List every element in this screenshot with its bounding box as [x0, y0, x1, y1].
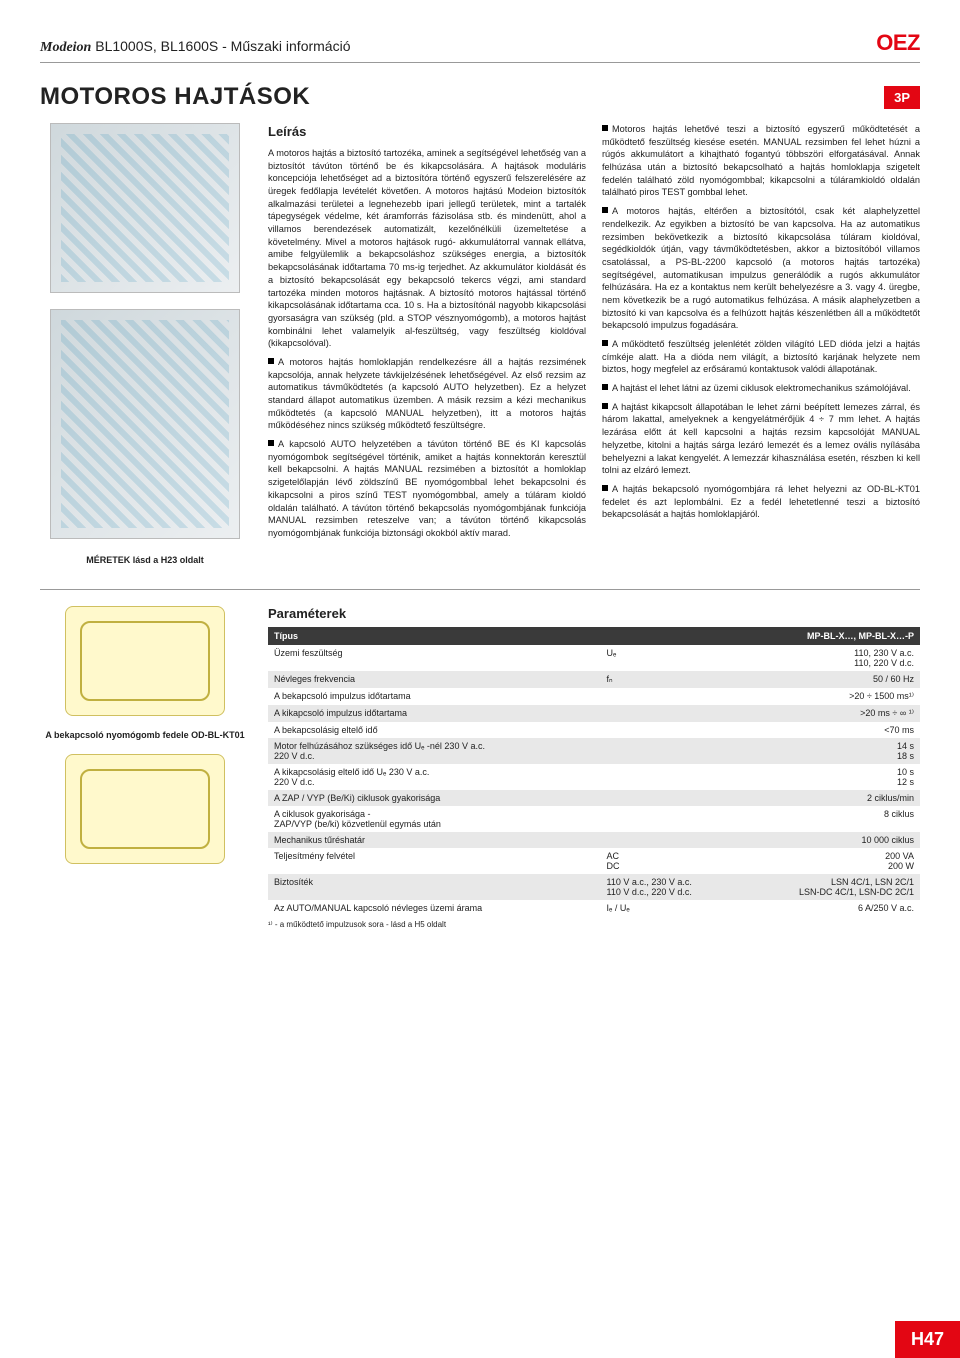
params-table: Típus MP-BL-X…, MP-BL-X…-P Üzemi feszült…: [268, 627, 920, 916]
desc2-p3: A működtető feszültség jelenlétét zölden…: [602, 338, 920, 376]
table-row: Motor felhúzásához szükséges idő Uₑ -nél…: [268, 738, 920, 764]
desc-p3: A kapcsoló AUTO helyzetében a távúton tö…: [268, 438, 586, 540]
table-row: Üzemi feszültségUₑ110, 230 V a.c. 110, 2…: [268, 645, 920, 671]
page-tab: H47: [895, 1321, 960, 1358]
desc2-p5: A hajtást kikapcsolt állapotában le lehe…: [602, 401, 920, 477]
desc2-p6: A hajtás bekapcsoló nyomógombjára rá leh…: [602, 483, 920, 521]
table-row: A kikapcsolásig eltelő idő Uₑ 230 V a.c.…: [268, 764, 920, 790]
table-row: Mechanikus tűréshatár10 000 ciklus: [268, 832, 920, 848]
main-title: MOTOROS HAJTÁSOK: [40, 83, 310, 111]
product-image-1: [50, 123, 240, 293]
desc2-p2: A motoros hajtás, eltérően a biztosítótó…: [602, 205, 920, 332]
brand-name: Modeion: [40, 40, 91, 55]
left-caption: MÉRETEK lásd a H23 oldalt: [86, 555, 204, 565]
header-subtitle: BL1000S, BL1600S - Műszaki információ: [95, 38, 350, 54]
header-title: Modeion BL1000S, BL1600S - Műszaki infor…: [40, 38, 350, 56]
diagram-top: [65, 606, 225, 716]
table-row: A bekapcsoló impulzus időtartama>20 ÷ 15…: [268, 688, 920, 705]
table-row: Névleges frekvenciafₙ50 / 60 Hz: [268, 671, 920, 688]
product-image-2: [50, 309, 240, 539]
lower-left-caption: A bekapcsoló nyomógomb fedele OD-BL-KT01: [45, 730, 244, 740]
params-footnote: ¹⁾ - a működtető impulzusok sora - lásd …: [268, 920, 920, 929]
diagram-bottom: [65, 754, 225, 864]
badge-3p: 3P: [884, 86, 920, 109]
table-row: Az AUTO/MANUAL kapcsoló névleges üzemi á…: [268, 900, 920, 916]
table-row: A ZAP / VYP (Be/Ki) ciklusok gyakorisága…: [268, 790, 920, 806]
table-row: A kikapcsoló impulzus időtartama>20 ms ÷…: [268, 705, 920, 722]
params-head-model: MP-BL-X…, MP-BL-X…-P: [731, 627, 920, 645]
desc2-p4: A hajtást el lehet látni az üzemi ciklus…: [602, 382, 920, 395]
table-row: A bekapcsolásig eltelő idő<70 ms: [268, 722, 920, 738]
table-row: A ciklusok gyakorisága - ZAP/VYP (be/ki)…: [268, 806, 920, 832]
params-head-type: Típus: [268, 627, 601, 645]
table-row: Biztosíték110 V a.c., 230 V a.c. 110 V d…: [268, 874, 920, 900]
desc-p1: A motoros hajtás a biztosító tartozéka, …: [268, 147, 586, 350]
params-title: Paraméterek: [268, 606, 920, 621]
desc2-p1: Motoros hajtás lehetővé teszi a biztosít…: [602, 123, 920, 199]
desc-p2: A motoros hajtás homloklapján rendelkezé…: [268, 356, 586, 432]
desc-label: Leírás: [268, 123, 586, 141]
table-row: Teljesítmény felvételAC DC200 VA 200 W: [268, 848, 920, 874]
oez-logo: OEZ: [876, 30, 920, 56]
